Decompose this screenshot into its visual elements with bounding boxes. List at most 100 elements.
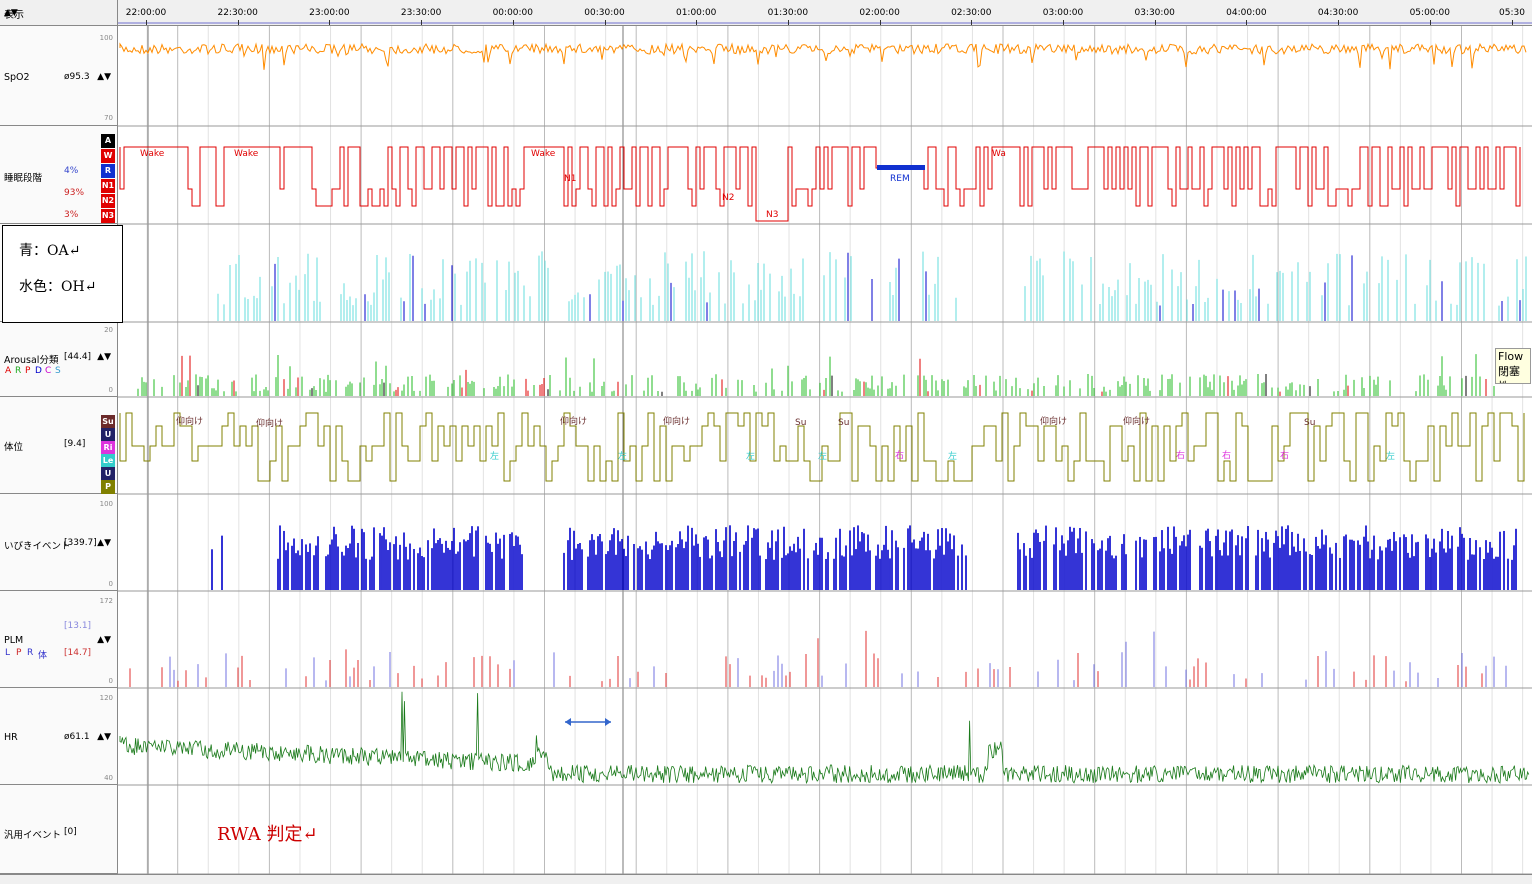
time-tick-label: 04:30:00 bbox=[1317, 8, 1359, 18]
time-tick-label: 02:00:00 bbox=[859, 8, 900, 18]
arousal-code-p: P bbox=[25, 366, 31, 376]
time-tick-mark bbox=[604, 20, 606, 25]
arousal-value: [44.4] bbox=[64, 352, 92, 362]
position-label: 仰向け bbox=[176, 415, 203, 427]
time-tick-label: 04:00:00 bbox=[1226, 8, 1267, 18]
stage-key-n2: N2 bbox=[101, 194, 115, 208]
pos-key-le: Le bbox=[101, 454, 115, 468]
snore-scale-top: 100 bbox=[99, 500, 113, 508]
row-label-general-event[interactable]: 汎用イベント [0] bbox=[0, 785, 118, 874]
plm-scale-bottom: 0 bbox=[108, 677, 113, 685]
time-tick-mark bbox=[1246, 20, 1248, 25]
stage-label: Wake bbox=[140, 149, 165, 159]
stage-key-n1: N1 bbox=[101, 179, 115, 193]
row-label-snore[interactable]: 100 いびきイベント [339.7] ▲▼ 0 bbox=[0, 494, 118, 591]
position-label: 右 bbox=[1280, 449, 1289, 461]
time-tick-label: 05:30 bbox=[1499, 8, 1525, 18]
time-tick-label: 22:30:00 bbox=[217, 8, 258, 18]
position-label: 左 bbox=[818, 450, 827, 462]
position-name: 体位 bbox=[4, 442, 24, 453]
sleep-stage-pct-n3: 3% bbox=[64, 210, 79, 220]
pos-key-su: Su bbox=[101, 415, 115, 429]
hr-scale-arrows[interactable]: ▲▼ bbox=[97, 732, 111, 742]
stage-label: Wake bbox=[234, 149, 259, 159]
arousal-code-a: A bbox=[5, 366, 12, 376]
row-label-sleep-stage[interactable]: 睡眠段階 4% 93% 3% A W R N1 N2 N3 bbox=[0, 126, 118, 224]
stage-label: Wake bbox=[531, 149, 556, 159]
arousal-code-c: C bbox=[45, 366, 52, 376]
polysomnography-plot[interactable]: Wake Wake Wake N1 N2 N3 REM Wa 仰向け 仰向け 仰向け 仰向け 仰向け 仰向… bbox=[118, 26, 1532, 874]
time-tick-mark bbox=[512, 20, 514, 25]
stage-key-n3: N3 bbox=[101, 209, 115, 223]
snore-scale-arrows[interactable]: ▲▼ bbox=[97, 538, 111, 548]
general-event-name: 汎用イベント bbox=[4, 830, 62, 841]
sleep-stage-pct-n: 93% bbox=[64, 188, 85, 198]
plm-name: PLM bbox=[4, 635, 24, 646]
position-label: Su bbox=[795, 418, 806, 428]
position-label: 右 bbox=[895, 449, 904, 461]
hr-name: HR bbox=[4, 732, 18, 743]
general-event-value: [0] bbox=[64, 827, 77, 837]
flow-tooltip: Flow 閉塞性 bbox=[1495, 348, 1531, 384]
time-tick-label: 00:30:00 bbox=[584, 8, 625, 18]
time-tick-label: 01:00:00 bbox=[675, 8, 717, 18]
time-tick-mark bbox=[421, 20, 423, 25]
snore-scale-bottom: 0 bbox=[108, 580, 113, 588]
stage-label: Wa bbox=[992, 149, 1006, 159]
time-tick-mark bbox=[787, 20, 789, 25]
time-tick-mark bbox=[879, 20, 881, 25]
spo2-scale-arrows[interactable]: ▲▼ bbox=[97, 72, 111, 82]
plm-code-l: L bbox=[5, 648, 11, 658]
position-label: 左 bbox=[948, 450, 957, 462]
time-tick-mark bbox=[146, 20, 147, 25]
position-label: 左 bbox=[1386, 450, 1395, 462]
row-label-hr[interactable]: 120 HR ø61.1 ▲▼ 40 bbox=[0, 688, 118, 785]
row-label-plm[interactable]: 172 [13.1] PLM ▲▼ L P R 体 [14.7] 0 bbox=[0, 591, 118, 688]
body-position-trace bbox=[119, 412, 1525, 482]
arousal-scale-top: 20 bbox=[104, 326, 113, 334]
spo2-value: ø95.3 bbox=[64, 72, 90, 82]
position-label: 右 bbox=[1176, 449, 1185, 461]
display-header[interactable]: 表示 ▲▼ bbox=[0, 0, 118, 26]
time-tick-label: 23:30:00 bbox=[400, 8, 442, 18]
stage-key-a: A bbox=[101, 134, 115, 148]
row-label-arousal[interactable]: 20 Arousal分類 [44.4] ▲▼ A R P D C S 0 bbox=[0, 322, 118, 397]
row-label-spo2[interactable]: 100 SpO2 ø95.3 ▲▼ 70 bbox=[0, 26, 118, 126]
time-tick-mark bbox=[237, 20, 239, 25]
rwa-annotation: RWA 判定↵ bbox=[217, 824, 318, 845]
spo2-scale-bottom: 70 bbox=[104, 114, 113, 122]
event-color-legend: 青：OA↵ 水色：OH↵ bbox=[2, 225, 123, 323]
time-tick-label: 02:30:00 bbox=[951, 8, 992, 18]
position-label: Su bbox=[1304, 418, 1315, 428]
legend-oa-text: 青：OA↵ bbox=[19, 243, 81, 259]
stage-label: N3 bbox=[766, 210, 778, 220]
plm-scale-arrows[interactable]: ▲▼ bbox=[97, 635, 111, 645]
time-tick-label: 03:00:00 bbox=[1042, 8, 1084, 18]
row-label-position[interactable]: 体位 [9.4] Su U Ri Le U P bbox=[0, 397, 118, 494]
position-label: Su bbox=[838, 418, 849, 428]
time-axis-line bbox=[118, 22, 1532, 24]
plm-code-r: R bbox=[27, 648, 34, 658]
time-tick-mark bbox=[696, 20, 698, 25]
sort-arrows[interactable]: ▲▼ bbox=[4, 8, 18, 18]
time-tick-mark bbox=[1512, 20, 1513, 25]
position-label: 左 bbox=[746, 450, 755, 462]
position-label: 左 bbox=[618, 450, 627, 462]
heart-rate-trace bbox=[119, 691, 1530, 785]
stage-label: N1 bbox=[564, 174, 576, 184]
plm-value-top: [13.1] bbox=[64, 621, 92, 631]
sleep-stage-pct-r: 4% bbox=[64, 166, 79, 176]
arousal-scale-arrows[interactable]: ▲▼ bbox=[97, 352, 111, 362]
time-tick-mark bbox=[971, 20, 973, 25]
stage-key-w: W bbox=[101, 149, 115, 163]
hr-scale-top: 120 bbox=[99, 694, 113, 702]
stage-label: N2 bbox=[722, 193, 734, 203]
horizontal-scrollbar[interactable] bbox=[0, 874, 1532, 884]
pos-key-u2: U bbox=[101, 467, 115, 481]
position-label: 右 bbox=[1222, 449, 1231, 461]
time-axis: 22:00:00 22:30:00 23:00:00 23:30:00 00:00:00… bbox=[118, 0, 1532, 26]
hr-scale-bottom: 40 bbox=[104, 774, 113, 782]
plm-value-bottom: [14.7] bbox=[64, 648, 92, 658]
arousal-code-d: D bbox=[35, 366, 42, 376]
arousal-code-r: R bbox=[15, 366, 22, 376]
